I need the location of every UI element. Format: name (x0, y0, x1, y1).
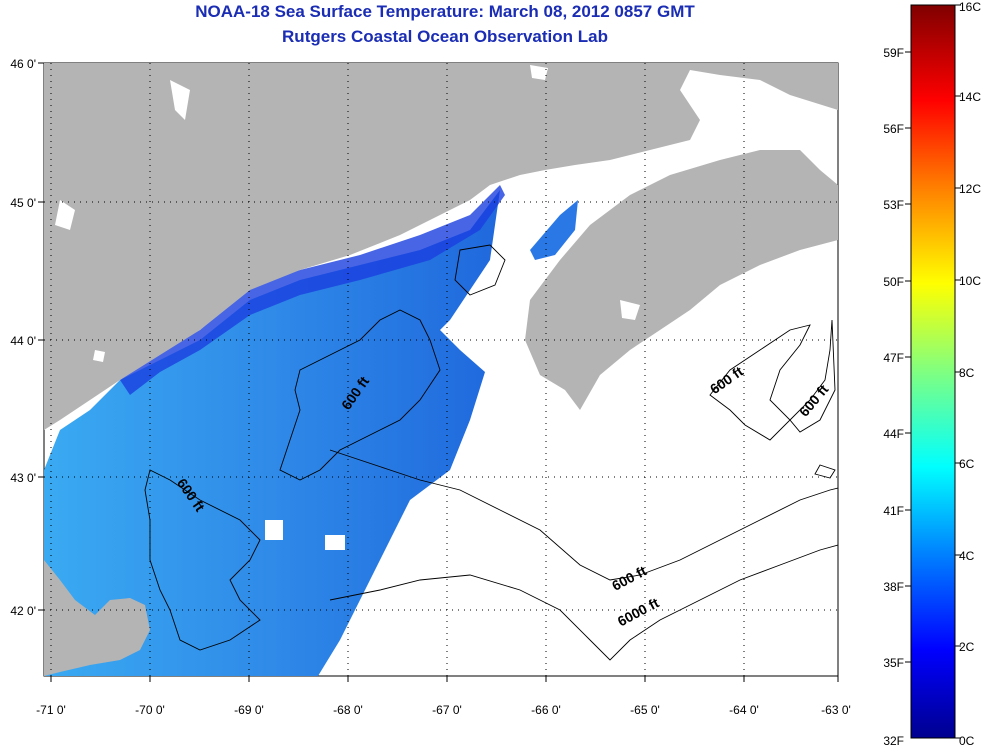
colorbar-c-label: 4C (959, 549, 975, 563)
x-tick-label: -64 0' (729, 703, 759, 717)
colorbar-f-label: 38F (883, 580, 904, 594)
bathymetry-contours (144, 244, 838, 661)
colorbar-c-label: 0C (959, 734, 975, 748)
sst-coastal-band (120, 185, 505, 395)
land-nova-scotia (525, 150, 838, 410)
colorbar-f-label: 41F (883, 504, 904, 518)
cloud-gap (325, 535, 345, 550)
colorbar-f-label: 35F (883, 656, 904, 670)
x-tick-label: -67 0' (432, 703, 462, 717)
cloud-gap (265, 520, 283, 540)
sst-coverage (44, 190, 500, 676)
land-massachusetts (44, 560, 150, 676)
colorbar-c-label: 16C (959, 0, 981, 14)
colorbar-c-label: 2C (959, 640, 975, 654)
colorbar-c-label: 12C (959, 182, 981, 196)
x-tick-label: -66 0' (531, 703, 561, 717)
lake (530, 65, 548, 80)
lake (55, 200, 75, 230)
x-tick-label: -71 0' (36, 703, 66, 717)
x-tick-label: -69 0' (234, 703, 264, 717)
x-tick-label: -68 0' (333, 703, 363, 717)
sst-patch (530, 200, 578, 260)
temperature-colorbar (910, 4, 956, 739)
x-tick-label: -65 0' (630, 703, 660, 717)
graticule (44, 63, 838, 676)
map-title: NOAA-18 Sea Surface Temperature: March 0… (195, 2, 695, 21)
colorbar-c-label: 10C (959, 274, 981, 288)
x-tick-label: -63 0' (821, 703, 851, 717)
y-tick-label: 46 0' (10, 57, 36, 71)
x-tick-label: -70 0' (135, 703, 165, 717)
colorbar-f-label: 56F (883, 122, 904, 136)
colorbar-c-label: 8C (959, 366, 975, 380)
map-subtitle: Rutgers Coastal Ocean Observation Lab (282, 27, 608, 46)
colorbar-f-label: 47F (883, 351, 904, 365)
colorbar-c-label: 14C (959, 90, 981, 104)
y-tick-label: 43 0' (10, 471, 36, 485)
colorbar-f-label: 59F (883, 46, 904, 60)
y-tick-label: 44 0' (10, 334, 36, 348)
colorbar-f-label: 53F (883, 198, 904, 212)
lake (93, 350, 105, 362)
colorbar-c-label: 6C (959, 457, 975, 471)
colorbar-f-label: 50F (883, 275, 904, 289)
land-maine-new-brunswick (44, 63, 838, 430)
lake (620, 300, 640, 320)
lake (170, 80, 190, 120)
y-tick-label: 42 0' (10, 604, 36, 618)
y-tick-label: 45 0' (10, 196, 36, 210)
colorbar-f-label: 44F (883, 427, 904, 441)
colorbar-f-label: 32F (883, 734, 904, 748)
